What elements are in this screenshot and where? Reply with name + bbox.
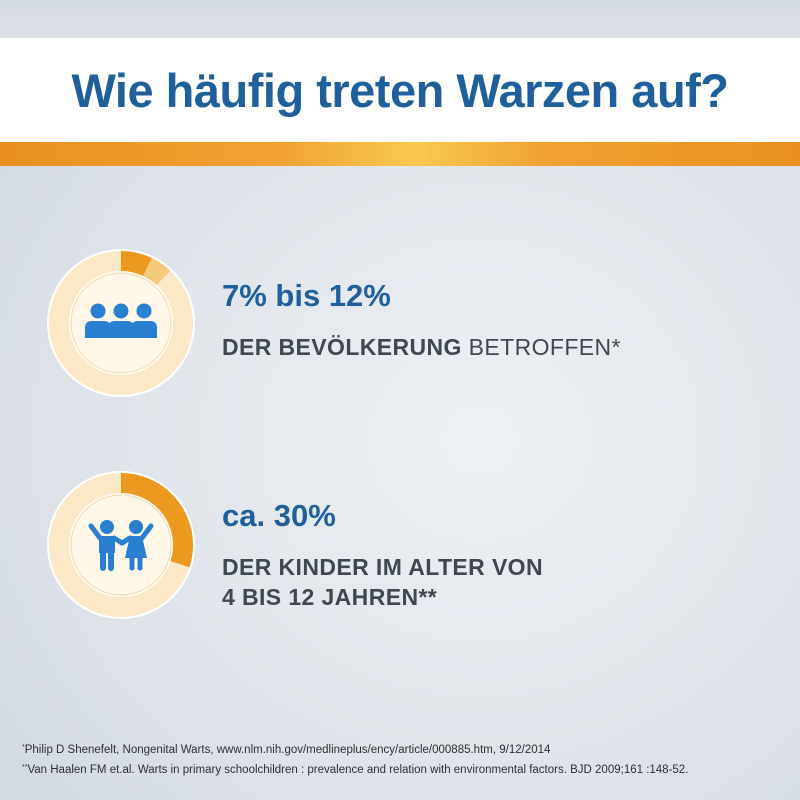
- footnote-marker: *: [22, 744, 25, 751]
- two-children-icon: [88, 520, 154, 571]
- stat-children-text: ca. 30% DER KINDER IM ALTER VON 4 BIS 12…: [222, 498, 543, 612]
- population-donut-chart: [47, 249, 195, 397]
- footnote-text: Philip D Shenefelt, Nongenital Warts, ww…: [24, 744, 551, 756]
- stat-description-line1: DER KINDER IM ALTER VON: [222, 554, 543, 580]
- orange-divider: [0, 142, 800, 166]
- stat-population-text: 7% bis 12% DER BEVÖLKERUNG BETROFFEN*: [222, 278, 621, 362]
- footnote-marker: **: [22, 764, 28, 771]
- stat-population: 7% bis 12% DER BEVÖLKERUNG BETROFFEN*: [46, 248, 766, 398]
- stat-description: DER KINDER IM ALTER VON 4 BIS 12 JAHREN*…: [222, 552, 543, 612]
- stat-description-line2: 4 BIS 12 JAHREN**: [222, 584, 438, 610]
- footnote: **Van Haalen FM et.al. Warts in primary …: [22, 759, 792, 779]
- stat-headline: 7% bis 12%: [222, 278, 391, 313]
- group-of-people-icon: [85, 303, 157, 338]
- stat-description-bold: DER BEVÖLKERUNG: [222, 334, 462, 360]
- footnote: *Philip D Shenefelt, Nongenital Warts, w…: [22, 739, 792, 759]
- footnotes: *Philip D Shenefelt, Nongenital Warts, w…: [22, 739, 792, 779]
- stat-headline: ca. 30%: [222, 498, 336, 533]
- title-bar: Wie häufig treten Warzen auf?: [0, 38, 800, 142]
- top-strip: [0, 0, 800, 38]
- children-donut-chart: [47, 471, 195, 619]
- stat-description-rest: BETROFFEN*: [461, 334, 621, 360]
- footnote-text: Van Haalen FM et.al. Warts in primary sc…: [27, 764, 689, 776]
- page-title: Wie häufig treten Warzen auf?: [71, 63, 729, 117]
- stat-children: ca. 30% DER KINDER IM ALTER VON 4 BIS 12…: [46, 470, 766, 620]
- stat-description: DER BEVÖLKERUNG BETROFFEN*: [222, 332, 621, 362]
